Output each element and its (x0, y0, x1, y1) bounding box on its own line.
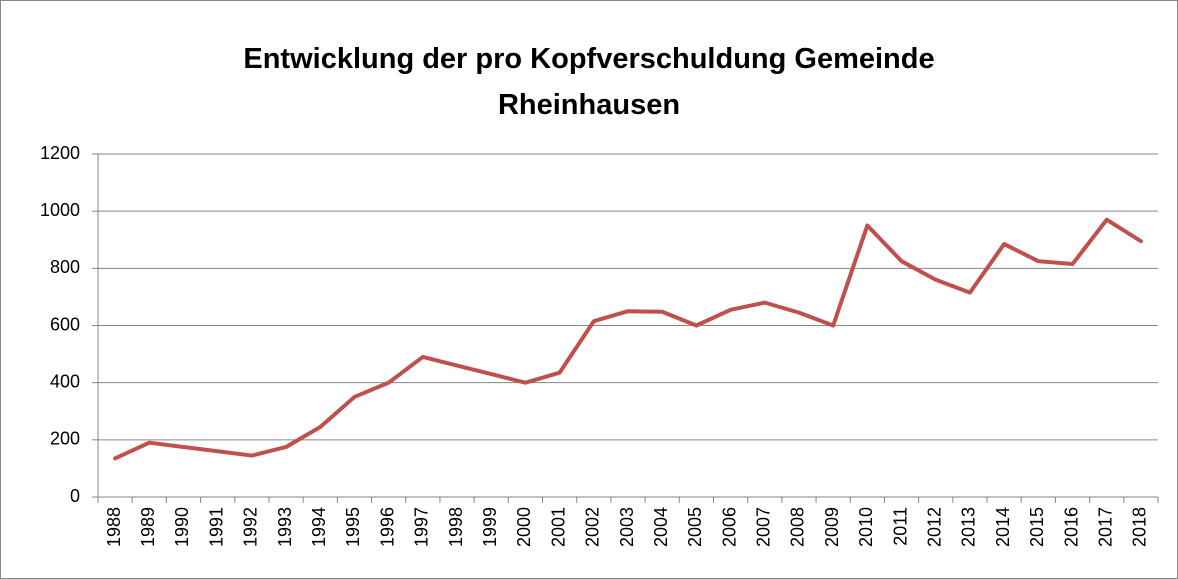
x-tick-label: 2014 (993, 507, 1013, 547)
x-tick-label: 2018 (1130, 507, 1150, 547)
x-tick-label: 2002 (583, 507, 603, 547)
y-tick-label: 800 (50, 257, 80, 277)
y-tick-label: 1200 (40, 143, 80, 163)
y-tick-label: 200 (50, 429, 80, 449)
x-tick-label: 1995 (343, 507, 363, 547)
x-tick-label: 1994 (309, 507, 329, 547)
x-tick-label: 1991 (206, 507, 226, 547)
data-line (113, 217, 1143, 461)
x-tick-label: 1997 (412, 507, 432, 547)
x-tick-label: 2008 (788, 507, 808, 547)
x-tick-label: 1989 (138, 507, 158, 547)
y-tick-label: 600 (50, 314, 80, 334)
x-tick-label: 1992 (241, 507, 261, 547)
x-tick-label: 2016 (1061, 507, 1081, 547)
x-tick-label: 1990 (172, 507, 192, 547)
y-tick-label: 1000 (40, 200, 80, 220)
y-tick-label: 400 (50, 371, 80, 391)
x-tick-label: 2012 (924, 507, 944, 547)
x-tick-label: 2010 (856, 507, 876, 547)
x-tick-label: 1996 (377, 507, 397, 547)
x-tick-label: 2001 (548, 507, 568, 547)
x-tick-label: 2007 (754, 507, 774, 547)
x-tick-label: 2005 (685, 507, 705, 547)
x-tick-label: 2003 (617, 507, 637, 547)
x-tick-label: 1988 (104, 507, 124, 547)
x-tick-label: 1999 (480, 507, 500, 547)
x-tick-label: 2015 (1027, 507, 1047, 547)
x-tick-label: 1998 (446, 507, 466, 547)
x-tick-label: 2013 (959, 507, 979, 547)
x-tick-label: 2000 (514, 507, 534, 547)
x-tick-label: 1993 (275, 507, 295, 547)
x-tick-label: 2017 (1095, 507, 1115, 547)
x-tick-label: 2011 (890, 507, 910, 546)
x-tick-label: 2009 (822, 507, 842, 547)
x-tick-label: 2004 (651, 507, 671, 547)
x-tick-label: 2006 (719, 507, 739, 547)
y-tick-label: 0 (70, 486, 80, 506)
chart-title: Entwicklung der pro Kopfverschuldung Gem… (243, 43, 935, 121)
